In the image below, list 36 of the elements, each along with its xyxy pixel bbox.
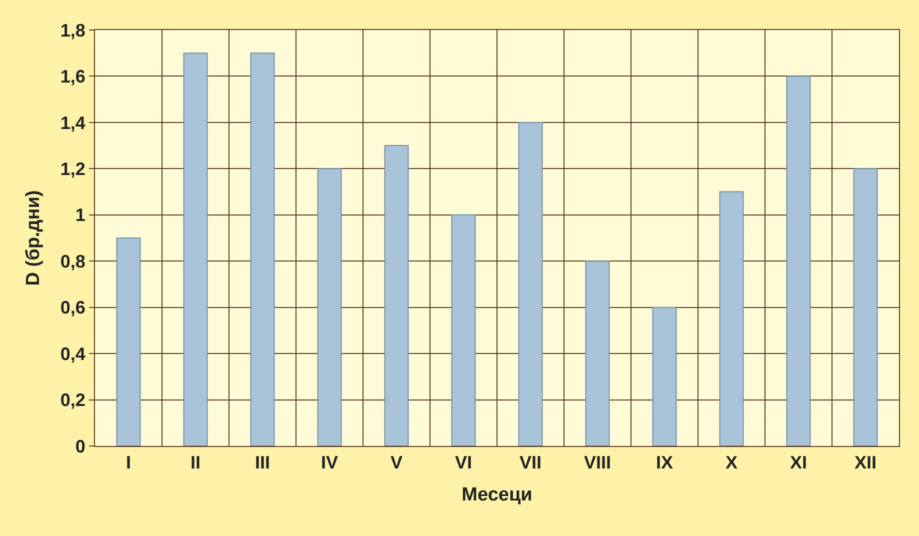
y-tick-label: 0,8: [60, 251, 86, 272]
y-tick-label: 1: [75, 205, 86, 226]
x-tick-label: VI: [454, 452, 472, 473]
bar: [250, 52, 275, 446]
x-tick-label: VIII: [584, 452, 612, 473]
x-tick-label: VII: [519, 452, 542, 473]
y-tick-label: 0: [75, 436, 86, 456]
bar: [585, 260, 610, 446]
y-tick-label: 1,6: [60, 66, 86, 87]
y-tick-label: 1,2: [60, 158, 86, 179]
y-tick-label: 0,2: [60, 390, 86, 410]
y-tick-label: 1,8: [60, 20, 86, 40]
bar: [116, 238, 141, 446]
x-tick-label: XI: [790, 452, 808, 473]
x-tick-label: V: [390, 452, 403, 473]
bar: [719, 191, 744, 446]
bar: [317, 168, 342, 446]
x-tick-label: IX: [656, 452, 674, 473]
x-tick-label: III: [254, 452, 270, 473]
bar: [786, 76, 811, 446]
x-tick-label: II: [190, 452, 201, 473]
bar: [451, 214, 476, 446]
bar: [853, 168, 878, 446]
bar: [652, 306, 677, 446]
y-axis-title: D (бр.дни): [23, 190, 44, 286]
y-tick-label: 0,6: [60, 298, 86, 318]
x-tick-label: XII: [854, 452, 877, 473]
y-tick-label: 0,4: [60, 344, 86, 364]
x-tick-label: IV: [320, 452, 338, 473]
x-axis-title: Месеци: [462, 484, 532, 506]
bar: [518, 122, 543, 446]
x-tick-label: X: [725, 452, 738, 473]
bar: [183, 52, 208, 446]
y-tick-label: 1,4: [60, 112, 86, 133]
bar: [384, 145, 409, 446]
x-tick-label: I: [126, 452, 132, 473]
